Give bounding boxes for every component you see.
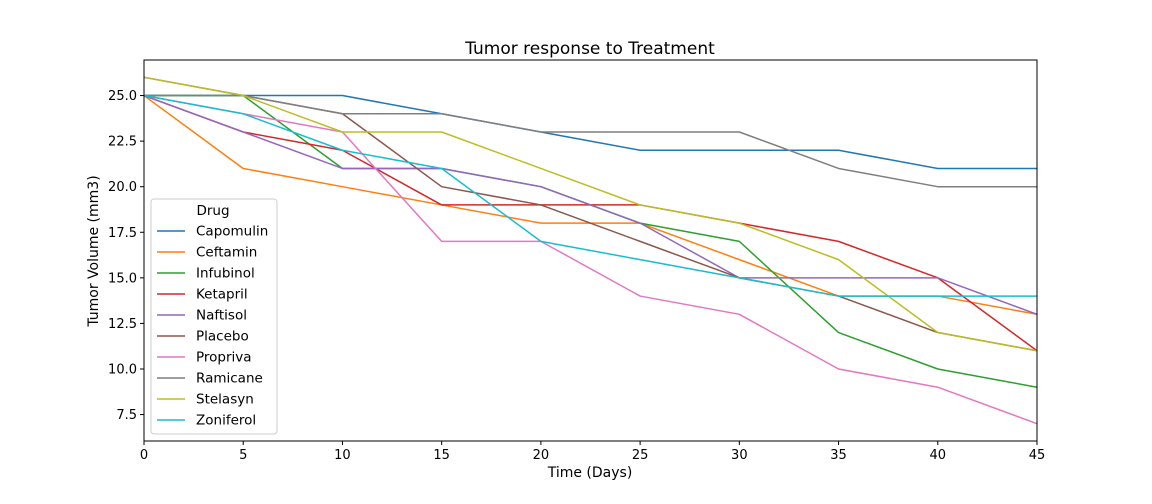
x-tick-label: 40	[930, 448, 947, 463]
series-line-naftisol	[143, 94, 1038, 316]
series-line-propriva	[143, 94, 1038, 425]
x-tick-label: 30	[731, 448, 748, 463]
legend-box	[150, 198, 278, 435]
y-tick-label: 25.0	[108, 89, 137, 104]
x-tick-label: 20	[533, 448, 550, 463]
x-tick-label: 0	[140, 448, 148, 463]
y-tick-label: 22.5	[108, 135, 137, 150]
legend-label-placebo: Placebo	[196, 329, 249, 345]
legend-label-capomulin: Capomulin	[196, 224, 268, 240]
legend-label-zoniferol: Zoniferol	[196, 413, 256, 429]
y-axis: 7.5 10.0 12.5 15.0 17.5 20.0 22.5 25.0	[108, 89, 144, 423]
y-tick-label: 12.5	[108, 317, 137, 332]
legend-label-naftisol: Naftisol	[196, 308, 247, 324]
legend-label-infubinol: Infubinol	[196, 266, 255, 282]
x-tick-label: 5	[239, 448, 247, 463]
x-axis-title: Time (Days)	[547, 465, 633, 481]
plot-frame	[143, 59, 1038, 442]
x-tick-label: 10	[334, 448, 351, 463]
legend-label-ketapril: Ketapril	[196, 287, 248, 303]
x-tick-label: 25	[632, 448, 649, 463]
legend: Drug Capomulin Ceftamin Infubinol Ketapril N…	[150, 198, 278, 435]
chart-title: Tumor response to Treatment	[464, 39, 715, 59]
legend-label-ceftamin: Ceftamin	[196, 245, 257, 261]
legend-label-stelasyn: Stelasyn	[196, 392, 254, 408]
y-axis-title: Tumor Volume (mm3)	[86, 175, 102, 327]
y-tick-label: 17.5	[108, 226, 137, 241]
x-tick-label: 45	[1029, 448, 1046, 463]
series-layer	[143, 76, 1038, 425]
x-tick-label: 35	[830, 448, 847, 463]
series-line-zoniferol	[143, 94, 1037, 297]
series-line-ramicane	[144, 94, 1037, 188]
legend-label-propriva: Propriva	[196, 350, 252, 366]
y-tick-label: 10.0	[108, 362, 137, 377]
legend-title: Drug	[196, 203, 229, 219]
y-tick-label: 15.0	[108, 271, 137, 286]
legend-label-ramicane: Ramicane	[196, 371, 263, 387]
x-tick-label: 15	[433, 448, 450, 463]
series-line-capomulin	[144, 94, 1037, 170]
y-tick-label: 7.5	[116, 408, 137, 423]
legend-items: Capomulin Ceftamin Infubinol Ketapril Naftis…	[157, 224, 268, 429]
x-axis: 0 5 10 15 20 25 30 35 40 45	[140, 441, 1045, 463]
y-tick-label: 20.0	[108, 180, 137, 195]
